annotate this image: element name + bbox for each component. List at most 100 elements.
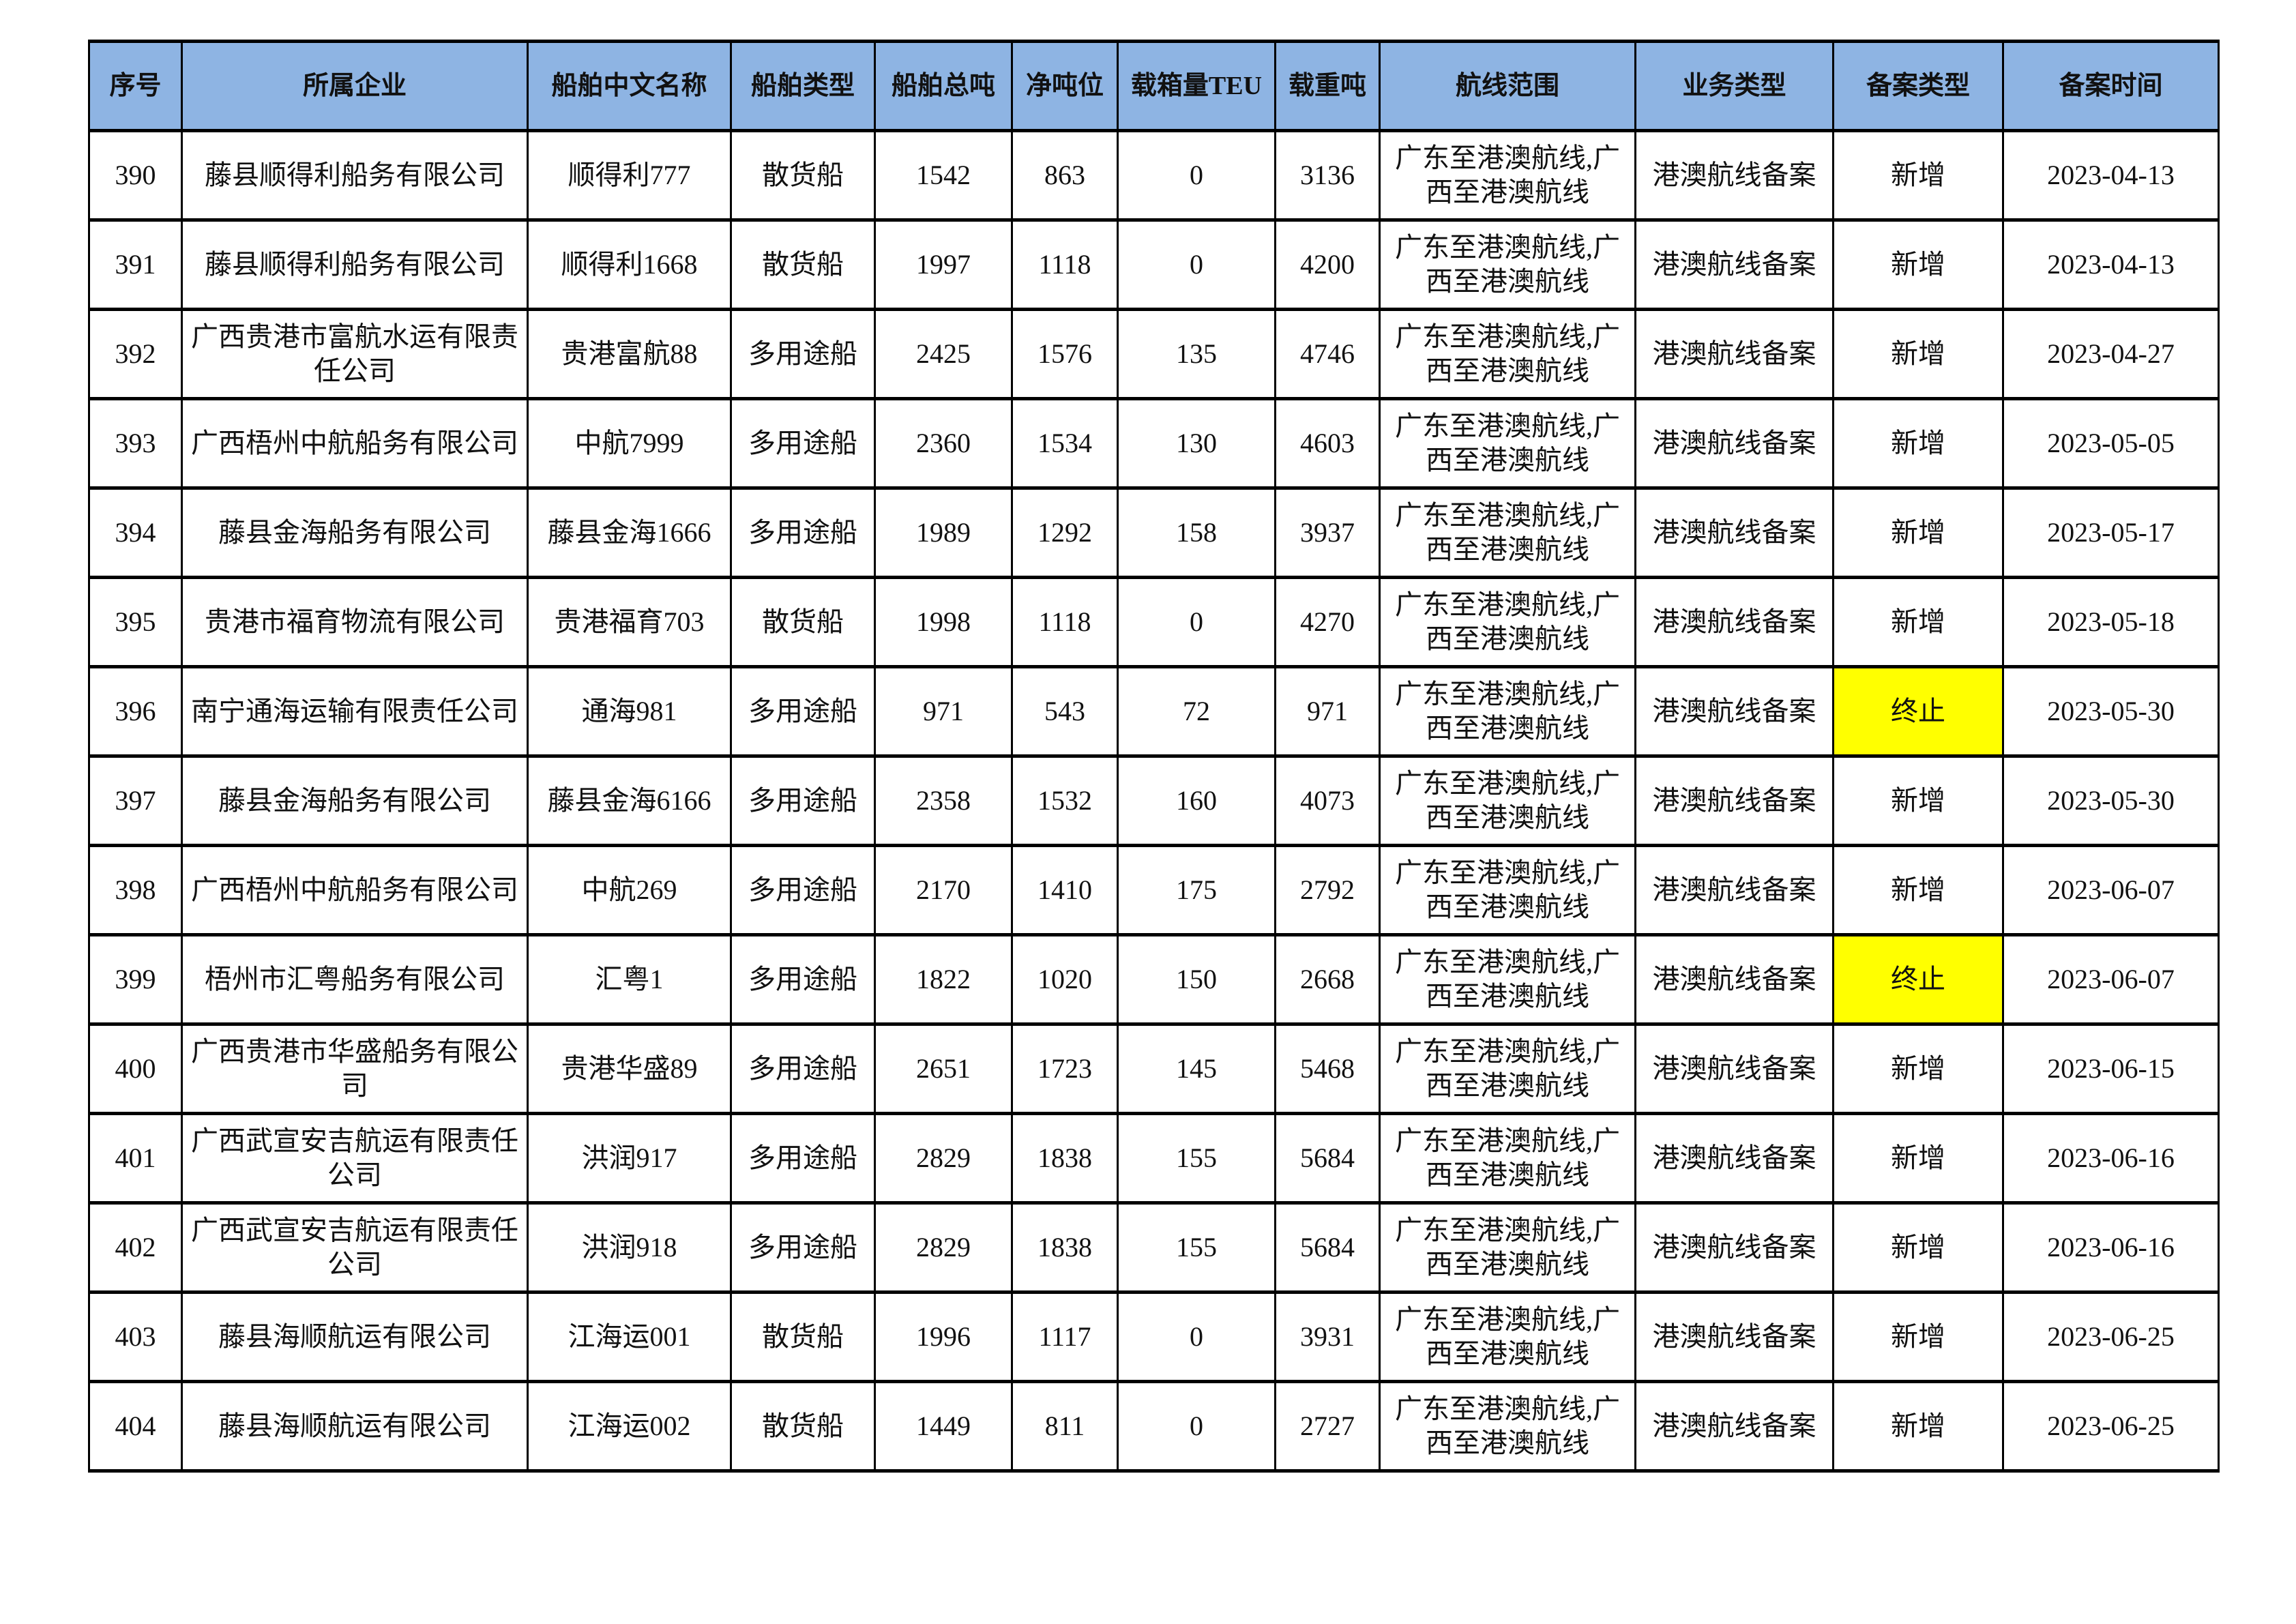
cell-deadweight: 2727 [1274,1380,1381,1473]
cell-gross-tonnage: 1998 [874,576,1013,668]
cell-filing-date: 2023-06-07 [2002,844,2220,936]
cell-filing-type: 终止 [1832,933,2004,1026]
cell-filing-date: 2023-05-30 [2002,665,2220,758]
cell-teu: 72 [1117,665,1276,758]
cell-filing-date: 2023-05-18 [2002,576,2220,668]
cell-teu: 175 [1117,844,1276,936]
cell-ship-type: 多用途船 [730,486,876,579]
cell-gross-tonnage: 2360 [874,397,1013,490]
cell-filing-date: 2023-06-25 [2002,1290,2220,1383]
ship-filing-table: 序号 所属企业 船舶中文名称 船舶类型 船舶总吨 净吨位 载箱量TEU 载重吨 航线范围 业务类型… [88,40,2220,1473]
cell-company: 广西梧州中航船务有限公司 [181,397,529,490]
cell-teu: 150 [1117,933,1276,1026]
cell-seq: 390 [88,129,183,222]
table-row: 396 南宁通海运输有限责任公司 通海981 多用途船 971 543 72 971 广东至港澳… [88,665,2220,758]
cell-teu: 0 [1117,576,1276,668]
cell-filing-type: 新增 [1832,1201,2004,1294]
table-row: 402 广西武宣安吉航运有限责任公司 洪润918 多用途船 2829 1838 155 568… [88,1201,2220,1294]
cell-filing-date: 2023-04-27 [2002,308,2220,400]
cell-filing-date: 2023-05-17 [2002,486,2220,579]
cell-filing-type: 新增 [1832,129,2004,222]
cell-net-tonnage: 1410 [1011,844,1119,936]
cell-seq: 401 [88,1112,183,1205]
cell-teu: 155 [1117,1201,1276,1294]
cell-gross-tonnage: 1996 [874,1290,1013,1383]
cell-ship-name: 藤县金海6166 [527,754,732,847]
cell-filing-date: 2023-06-07 [2002,933,2220,1026]
table-row: 397 藤县金海船务有限公司 藤县金海6166 多用途船 2358 1532 160 4073… [88,754,2220,847]
cell-filing-date: 2023-06-25 [2002,1380,2220,1473]
cell-ship-name: 贵港华盛89 [527,1022,732,1115]
header-deadweight: 载重吨 [1274,40,1381,132]
cell-seq: 399 [88,933,183,1026]
cell-filing-date: 2023-05-30 [2002,754,2220,847]
cell-deadweight: 4746 [1274,308,1381,400]
cell-gross-tonnage: 2425 [874,308,1013,400]
cell-company: 广西梧州中航船务有限公司 [181,844,529,936]
cell-ship-type: 散货船 [730,576,876,668]
cell-business-type: 港澳航线备案 [1634,1112,1834,1205]
cell-route: 广东至港澳航线,广西至港澳航线 [1379,1112,1636,1205]
cell-ship-name: 中航7999 [527,397,732,490]
cell-business-type: 港澳航线备案 [1634,486,1834,579]
cell-route: 广东至港澳航线,广西至港澳航线 [1379,933,1636,1026]
cell-filing-type: 新增 [1832,1380,2004,1473]
cell-company: 广西武宣安吉航运有限责任公司 [181,1201,529,1294]
cell-route: 广东至港澳航线,广西至港澳航线 [1379,576,1636,668]
cell-company: 藤县金海船务有限公司 [181,754,529,847]
cell-deadweight: 4270 [1274,576,1381,668]
cell-filing-date: 2023-06-16 [2002,1112,2220,1205]
cell-filing-date: 2023-04-13 [2002,218,2220,311]
table-row: 398 广西梧州中航船务有限公司 中航269 多用途船 2170 1410 175 2792 广… [88,844,2220,936]
cell-seq: 394 [88,486,183,579]
cell-teu: 160 [1117,754,1276,847]
cell-gross-tonnage: 2829 [874,1112,1013,1205]
cell-ship-name: 贵港福育703 [527,576,732,668]
cell-business-type: 港澳航线备案 [1634,754,1834,847]
cell-business-type: 港澳航线备案 [1634,1380,1834,1473]
cell-deadweight: 4603 [1274,397,1381,490]
cell-net-tonnage: 811 [1011,1380,1119,1473]
header-seq: 序号 [88,40,183,132]
header-route: 航线范围 [1379,40,1636,132]
table-row: 400 广西贵港市华盛船务有限公司 贵港华盛89 多用途船 2651 1723 145 546… [88,1022,2220,1115]
header-gross-tonnage: 船舶总吨 [874,40,1013,132]
cell-net-tonnage: 863 [1011,129,1119,222]
cell-company: 藤县金海船务有限公司 [181,486,529,579]
table-row: 403 藤县海顺航运有限公司 江海运001 散货船 1996 1117 0 3931 广东至港澳… [88,1290,2220,1383]
cell-ship-type: 多用途船 [730,665,876,758]
header-teu: 载箱量TEU [1117,40,1276,132]
cell-seq: 396 [88,665,183,758]
cell-route: 广东至港澳航线,广西至港澳航线 [1379,665,1636,758]
header-row: 序号 所属企业 船舶中文名称 船舶类型 船舶总吨 净吨位 载箱量TEU 载重吨 航线范围 业务类型… [88,40,2220,132]
cell-filing-date: 2023-04-13 [2002,129,2220,222]
cell-seq: 403 [88,1290,183,1383]
cell-company: 梧州市汇粤船务有限公司 [181,933,529,1026]
cell-seq: 404 [88,1380,183,1473]
cell-route: 广东至港澳航线,广西至港澳航线 [1379,1201,1636,1294]
cell-net-tonnage: 1117 [1011,1290,1119,1383]
cell-business-type: 港澳航线备案 [1634,1022,1834,1115]
cell-deadweight: 5684 [1274,1112,1381,1205]
cell-seq: 400 [88,1022,183,1115]
cell-business-type: 港澳航线备案 [1634,308,1834,400]
cell-ship-type: 多用途船 [730,1022,876,1115]
cell-company: 广西武宣安吉航运有限责任公司 [181,1112,529,1205]
cell-ship-name: 贵港富航88 [527,308,732,400]
cell-deadweight: 3136 [1274,129,1381,222]
cell-route: 广东至港澳航线,广西至港澳航线 [1379,844,1636,936]
cell-seq: 398 [88,844,183,936]
cell-ship-type: 多用途船 [730,1112,876,1205]
cell-filing-type: 新增 [1832,576,2004,668]
cell-net-tonnage: 1118 [1011,576,1119,668]
cell-teu: 0 [1117,1380,1276,1473]
cell-route: 广东至港澳航线,广西至港澳航线 [1379,218,1636,311]
table-row: 401 广西武宣安吉航运有限责任公司 洪润917 多用途船 2829 1838 155 568… [88,1112,2220,1205]
cell-teu: 130 [1117,397,1276,490]
cell-filing-type: 新增 [1832,1112,2004,1205]
cell-teu: 158 [1117,486,1276,579]
cell-net-tonnage: 543 [1011,665,1119,758]
cell-filing-type: 新增 [1832,218,2004,311]
cell-deadweight: 5468 [1274,1022,1381,1115]
cell-teu: 155 [1117,1112,1276,1205]
